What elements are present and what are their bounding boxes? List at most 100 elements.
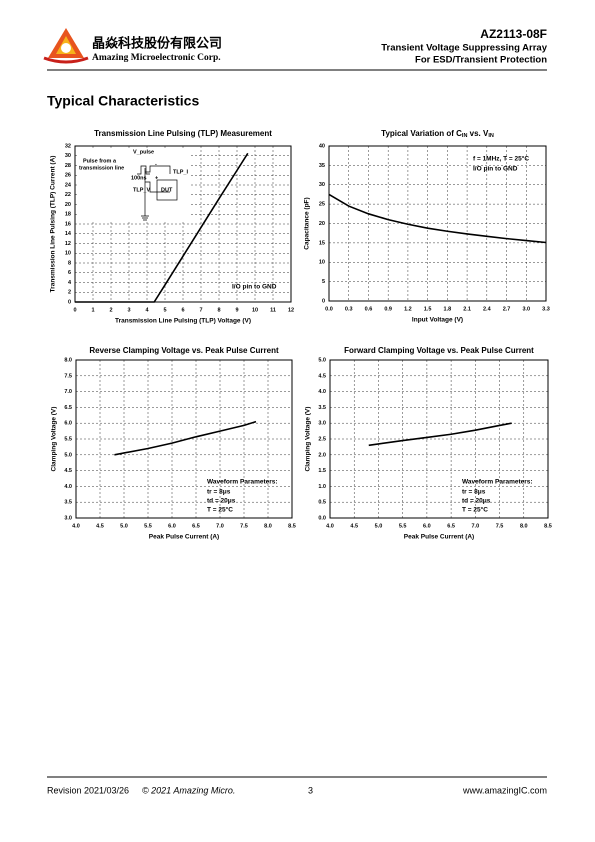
y-tick-label: 24 <box>65 182 72 188</box>
inset-label: transmission line <box>79 165 124 171</box>
y-tick-label: 1.5 <box>318 468 326 474</box>
annotation: tr = 8μs <box>462 489 486 496</box>
title-part: IN <box>462 133 468 139</box>
subtitle: Transient Voltage Suppressing Array <box>381 43 547 54</box>
y-tick-label: 3.5 <box>318 405 326 411</box>
x-tick-label: 5.5 <box>399 523 407 529</box>
y-tick-label: 8 <box>68 260 71 266</box>
y-tick-label: 15 <box>319 240 325 246</box>
inset-label: 100ns <box>131 175 147 181</box>
inset-wire <box>137 165 171 221</box>
y-tick-label: 5.0 <box>64 452 72 458</box>
x-tick-label: 0.6 <box>365 306 373 312</box>
y-tick-label: 5 <box>322 279 325 285</box>
inset-background <box>79 148 191 220</box>
x-tick-label: 8.5 <box>544 523 552 529</box>
logo <box>43 28 89 64</box>
x-tick-label: 0 <box>73 307 76 313</box>
x-tick-label: 4 <box>145 307 149 313</box>
x-tick-label: 6.0 <box>423 523 431 529</box>
y-tick-label: 0 <box>322 298 325 304</box>
x-tick-label: 1.5 <box>424 306 432 312</box>
title-part: vs. V <box>467 129 489 138</box>
y-tick-label: 8.0 <box>64 357 72 363</box>
x-tick-label: 0.9 <box>384 306 392 312</box>
y-tick-label: 25 <box>319 202 325 208</box>
data-line <box>75 152 249 303</box>
y-tick-label: 20 <box>319 221 325 227</box>
y-tick-label: 4.0 <box>318 389 326 395</box>
x-tick-label: 6.5 <box>192 523 200 529</box>
y-tick-label: 10 <box>65 251 71 257</box>
y-tick-label: 7.5 <box>64 373 72 379</box>
y-tick-label: 20 <box>65 202 71 208</box>
x-tick-label: 8 <box>217 307 220 313</box>
annotation: I/O pin to GND <box>232 284 277 291</box>
x-tick-label: 4.0 <box>72 523 80 529</box>
annotation: Waveform Parameters: <box>462 479 533 486</box>
plot-frame <box>75 359 293 519</box>
x-tick-label: 9 <box>235 307 238 313</box>
x-tick-label: 4.5 <box>96 523 104 529</box>
data-line <box>114 420 257 456</box>
x-tick-label: 4.5 <box>350 523 358 529</box>
x-axis-label: Peak Pulse Current (A) <box>404 534 474 541</box>
x-tick-label: 6.5 <box>447 523 455 529</box>
x-tick-label: 3 <box>127 307 130 313</box>
y-tick-label: 6.5 <box>64 405 72 411</box>
x-tick-label: 7.5 <box>496 523 504 529</box>
inset-label: - <box>155 161 157 167</box>
title-part: IN <box>488 133 494 139</box>
x-tick-label: 7.5 <box>240 523 248 529</box>
x-tick-label: 8.0 <box>264 523 272 529</box>
x-tick-label: 2.7 <box>503 306 511 312</box>
x-tick-label: 1.2 <box>404 306 412 312</box>
x-tick-label: 10 <box>252 307 258 313</box>
y-tick-label: 5.5 <box>64 436 72 442</box>
inset-label: TLP_V <box>133 187 150 193</box>
annotation: td = 20μs <box>207 498 236 505</box>
x-tick-label: 3.3 <box>542 306 550 312</box>
x-tick-label: 12 <box>288 307 294 313</box>
x-tick-label: 8.5 <box>288 523 296 529</box>
annotation: I/O pin to GND <box>473 166 518 173</box>
y-tick-label: 1.0 <box>318 484 326 490</box>
chart-title: Transmission Line Pulsing (TLP) Measurem… <box>94 129 272 138</box>
y-axis-label: Clamping Voltage (V) <box>305 407 312 472</box>
x-tick-label: 7.0 <box>472 523 480 529</box>
y-tick-label: 28 <box>65 163 71 169</box>
company-cn: 晶焱科技股份有限公司 <box>92 36 222 52</box>
annotation: T = 25°C <box>207 506 233 514</box>
y-tick-label: 4 <box>68 280 72 286</box>
inset-label: V_pulse <box>133 149 154 155</box>
data-line <box>328 193 547 244</box>
y-tick-label: 0 <box>68 299 71 305</box>
y-tick-label: 6.0 <box>64 421 72 427</box>
title-part: Typical Variation of C <box>381 129 462 138</box>
x-tick-label: 1.8 <box>444 306 452 312</box>
x-tick-label: 8.0 <box>520 523 528 529</box>
chart-title: Typical Variation of CIN vs. VIN <box>381 129 494 139</box>
y-tick-label: 14 <box>65 231 72 237</box>
y-tick-label: 5.0 <box>318 357 326 363</box>
annotation: Waveform Parameters: <box>207 479 278 486</box>
x-axis-label: Input Voltage (V) <box>412 317 463 324</box>
inset-dut <box>156 179 178 201</box>
annotation: td = 20μs <box>462 498 491 505</box>
y-tick-label: 30 <box>319 182 325 188</box>
revision: Revision 2021/03/26 <box>47 785 129 795</box>
x-tick-label: 6 <box>181 307 184 313</box>
part-number: AZ2113-08F <box>480 27 547 41</box>
y-tick-label: 10 <box>319 260 325 266</box>
plot-frame <box>74 145 292 303</box>
chart-title: Reverse Clamping Voltage vs. Peak Pulse … <box>89 346 279 355</box>
plot-frame <box>329 359 549 519</box>
copyright: © 2021 Amazing Micro. <box>142 785 235 795</box>
x-tick-label: 2.4 <box>483 306 492 312</box>
x-tick-label: 11 <box>270 307 276 313</box>
x-tick-label: 0.0 <box>325 306 333 312</box>
company-en: Amazing Microelectronic Corp. <box>92 53 221 63</box>
x-tick-label: 0.3 <box>345 306 353 312</box>
